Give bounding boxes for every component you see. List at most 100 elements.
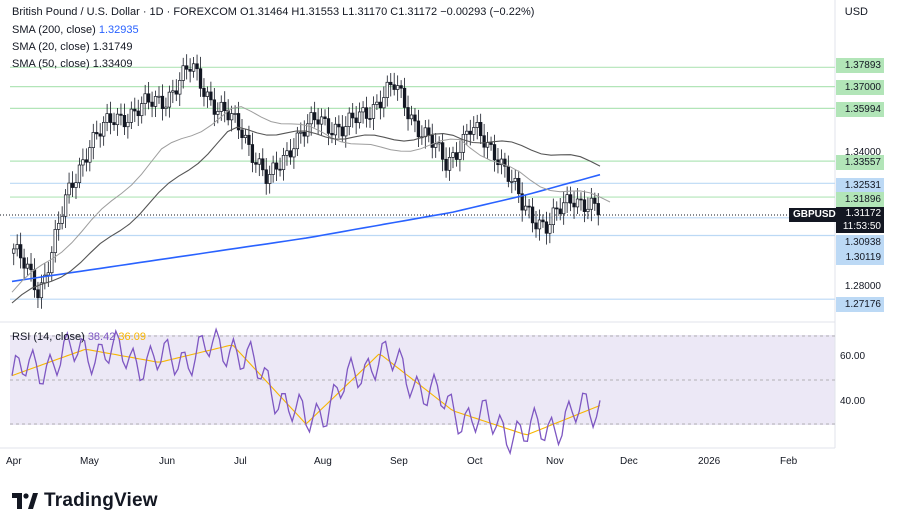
candle-body [489,142,493,145]
rsi-value: 38.42 [87,331,116,343]
price-label: 1.37893 [836,58,884,73]
candle-body [582,199,587,212]
candle-body [423,127,427,138]
candle-body [406,107,410,120]
candle-body [261,158,265,171]
candle-body [198,68,203,89]
tradingview-logo[interactable]: TradingView [12,490,158,512]
sma-line [11,126,601,304]
sma50-label: SMA (50, close) [12,58,90,70]
candle-body [119,113,123,116]
price-label: 1.37000 [836,80,884,95]
candle-body [503,158,507,167]
price-label: 1.31896 [836,192,884,207]
price-label: 1.32531 [836,178,884,193]
candle-body [440,142,445,160]
time-label: Aug [314,456,332,467]
sma20-value: 1.31749 [92,41,133,53]
candle-body [482,135,486,148]
candle-body [520,193,524,211]
candle-body [378,101,383,109]
candle-body [77,164,82,183]
candle-body [537,219,542,230]
candle-body [492,144,497,161]
candle-body [229,113,234,121]
candle-body [506,165,510,182]
candle-body [129,108,133,123]
candle-body [157,95,161,98]
candle-body [115,113,120,126]
candle-body [105,113,109,123]
candle-body [530,206,535,224]
candle-body [12,248,16,254]
candle-body [527,205,531,208]
moving-averages [11,106,611,304]
candle-body [344,126,348,137]
rsi-line [11,327,601,456]
candle-body [371,104,376,119]
candle-body [447,157,452,171]
candle-body [164,106,168,109]
price-label: 1.33557 [836,155,884,170]
sma200-label: SMA (200, close) [12,24,96,36]
candle-body [354,117,358,124]
candle-body [205,91,210,97]
candle-body [523,205,528,211]
candle-body [375,101,379,105]
candles [12,54,600,309]
chart-area[interactable] [0,0,902,470]
candle-body [185,65,189,70]
time-label: Oct [467,456,483,467]
candle-body [271,162,275,175]
candle-body [63,194,68,217]
candle-body [285,150,289,156]
price-label: 1.27176 [836,297,884,312]
candle-body [368,118,372,120]
sma200-legend[interactable]: SMA (200, close) 1.32935 [12,24,139,36]
time-label: Nov [546,456,564,467]
candle-body [171,90,175,93]
candle-body [18,244,23,259]
symbol-tag: GBPUSD [789,208,840,222]
candle-body [517,177,521,195]
candle-body [593,197,597,204]
price-chart[interactable] [0,0,902,470]
candle-body [216,111,220,115]
sma50-value: 1.33409 [92,58,133,70]
candle-body [319,116,324,125]
candle-body [351,112,355,119]
price-pane [0,0,835,320]
candle-body [292,148,296,158]
candle-body [479,122,483,137]
sma200-value: 1.32935 [98,24,139,36]
candle-body [326,118,331,134]
time-label: Apr [6,456,22,467]
candle-body [50,252,54,274]
candle-body [223,101,227,112]
candle-body [53,229,57,254]
candle-body [596,203,600,216]
currency-label[interactable]: USD [844,6,868,18]
candle-body [60,215,64,224]
candle-body [254,162,258,165]
candle-body [112,122,116,126]
rsi-ma-value: 36.09 [118,331,146,343]
candle-body [236,113,241,131]
price-label: 1.30938 [836,235,884,250]
sma20-label: SMA (20, close) [12,41,90,53]
candle-body [306,123,310,137]
candle-body [312,112,317,121]
symbol-legend[interactable]: British Pound / U.S. Dollar · 1D · FOREX… [12,6,534,18]
candle-body [57,222,61,230]
candle-body [188,68,192,72]
sma20-legend[interactable]: SMA (20, close) 1.31749 [12,41,132,53]
candle-body [589,197,594,210]
sma50-legend[interactable]: SMA (50, close) 1.33409 [12,58,132,70]
candle-body [416,120,421,138]
candle-body [551,207,555,226]
candle-body [575,198,580,208]
rsi-legend[interactable]: RSI (14, close) 38.42 36.09 [12,331,146,343]
time-label: Jul [234,456,247,467]
rsi-label: RSI (14, close) [12,331,85,343]
candle-body [247,134,251,145]
